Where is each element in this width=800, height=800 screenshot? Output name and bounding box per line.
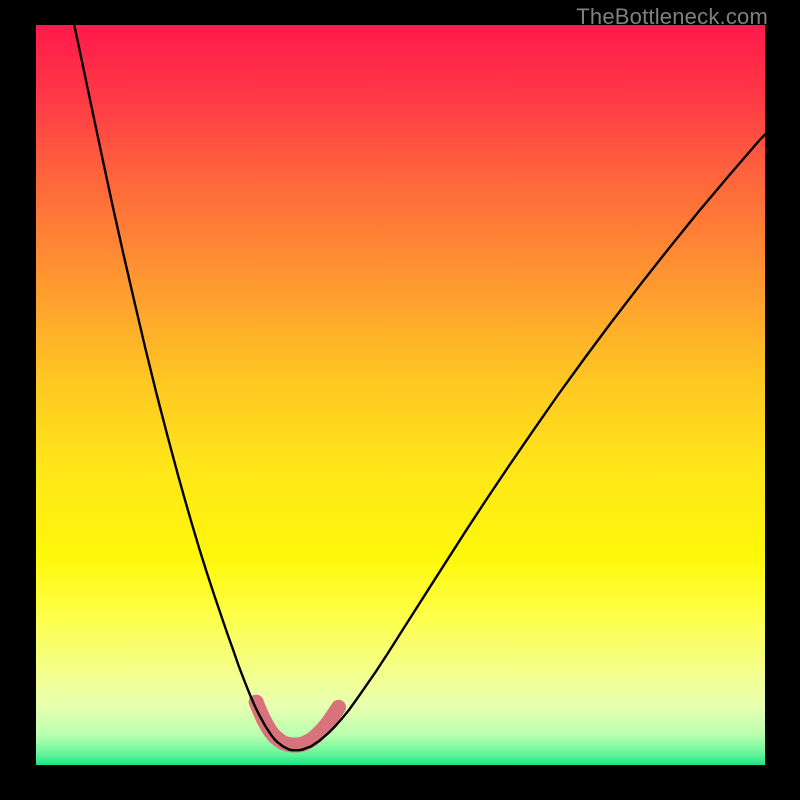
watermark-text: TheBottleneck.com bbox=[576, 4, 768, 30]
bottleneck-curve bbox=[69, 25, 765, 750]
plot-area bbox=[36, 25, 765, 765]
plot-svg bbox=[36, 25, 765, 765]
bottleneck-marker-curve bbox=[256, 702, 338, 745]
